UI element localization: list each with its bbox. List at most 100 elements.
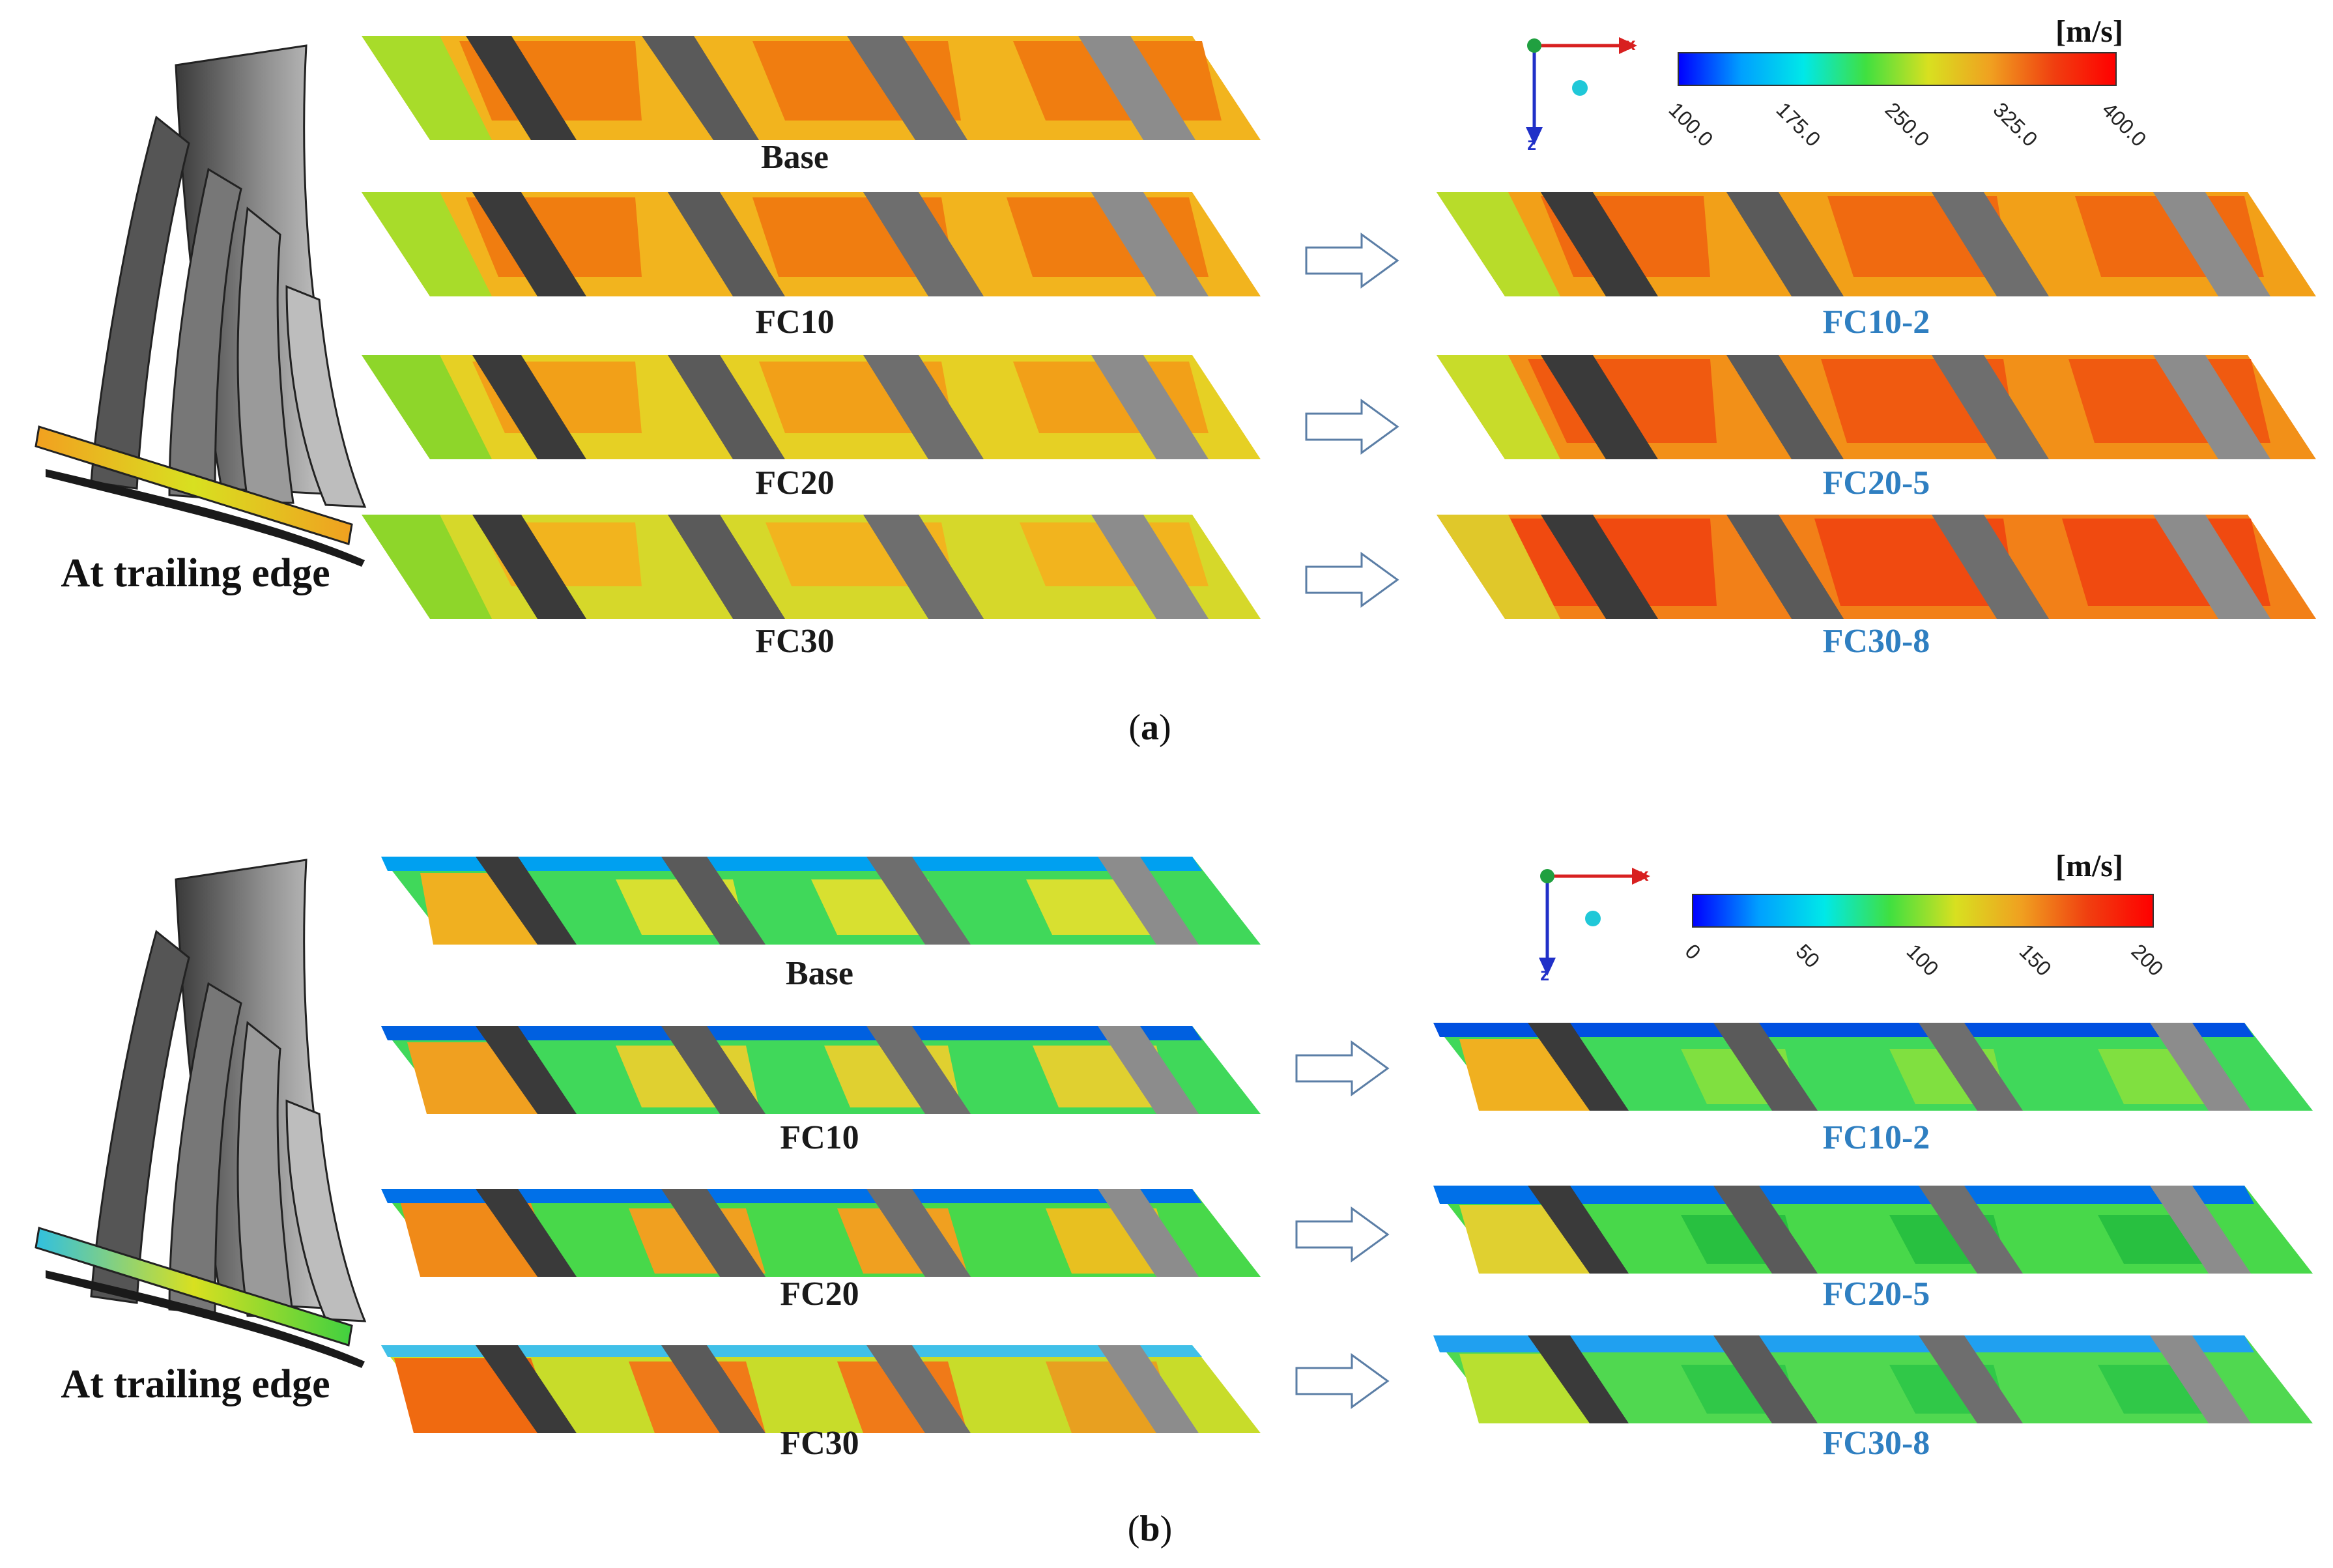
row-label-fc30-a: FC30 (755, 623, 835, 660)
axis-z-label: z (1527, 134, 1536, 154)
row-label-fc10-a: FC10 (755, 304, 835, 341)
contour-base-b (381, 857, 1261, 945)
row-label-fc30-8-b: FC30-8 (1822, 1425, 1930, 1462)
blade-section (1098, 857, 1199, 945)
colorbar-tick: 50 (1791, 939, 1825, 973)
contour-fc30-8-b (1433, 1335, 2313, 1423)
blade-section (668, 192, 785, 296)
blade-section (2153, 515, 2270, 619)
contour-fc20-b (381, 1189, 1261, 1277)
row-label-fc30-8-a: FC30-8 (1822, 623, 1930, 660)
blade-section (1932, 515, 2049, 619)
row-label-base-a: Base (761, 139, 829, 176)
row-label-fc10-2-b: FC10-2 (1822, 1119, 1930, 1156)
blade-section (2150, 1023, 2251, 1111)
axis-x-label: x (1625, 34, 1636, 54)
colorbar-tick: 250.0 (1880, 98, 1934, 152)
blade-section (476, 857, 577, 945)
blade-section (1932, 355, 2049, 459)
row-label-fc20-a: FC20 (755, 464, 835, 502)
blade-section (1098, 1026, 1199, 1114)
contour-fc20-5-a (1437, 355, 2316, 459)
blade-section (1726, 192, 1844, 296)
contour-fc10-a (362, 192, 1261, 296)
blade-section (1091, 192, 1209, 296)
blade-section (866, 1189, 971, 1277)
colorbar-tick: 100.0 (1664, 98, 1718, 152)
row-label-fc20-b: FC20 (780, 1276, 859, 1313)
axis-z-label: z (1540, 964, 1549, 984)
trailing-edge-label-a: At trailing edge (61, 551, 330, 595)
blade-section (642, 36, 759, 140)
blade-section (1919, 1335, 2023, 1423)
blade-section (1541, 355, 1658, 459)
blade-section (668, 515, 785, 619)
row-label-fc10-2-a: FC10-2 (1822, 304, 1930, 341)
blade-section (661, 1345, 766, 1433)
blade-section (1078, 36, 1195, 140)
contour-fc10-b (381, 1026, 1261, 1114)
blade-illustration-b (35, 859, 367, 1368)
blade-section (476, 1345, 577, 1433)
blade-section (2153, 355, 2270, 459)
contour-fc10-2-a (1437, 192, 2316, 296)
blade-section (2153, 192, 2270, 296)
blade-section (1528, 1335, 1629, 1423)
blade-section (466, 36, 577, 140)
blade-section (1919, 1186, 2023, 1274)
blade-section (1713, 1335, 1818, 1423)
blade-section (863, 192, 984, 296)
blade-section (1091, 355, 1209, 459)
blade-section (863, 355, 984, 459)
row-label-fc20-5-a: FC20-5 (1822, 464, 1930, 502)
blade-section (1932, 192, 2049, 296)
blade-section (2150, 1335, 2251, 1423)
trailing-edge-label-b: At trailing edge (61, 1362, 330, 1406)
blade-section (863, 515, 984, 619)
arrow-right-icon (1295, 1353, 1390, 1409)
blade-section (1726, 515, 1844, 619)
blade-section (1528, 1023, 1629, 1111)
blade-section (668, 355, 785, 459)
row-label-fc30-b: FC30 (780, 1425, 859, 1462)
blade-section (1713, 1023, 1818, 1111)
blade-section (1091, 515, 1209, 619)
colorbar-tick: 175.0 (1771, 98, 1825, 152)
contour-base-a (362, 36, 1261, 140)
blade-section (661, 857, 766, 945)
arrow-right-icon (1295, 1040, 1390, 1096)
blade-section (1098, 1345, 1199, 1433)
blade-section (476, 1189, 577, 1277)
blade-section (866, 857, 971, 945)
blade-section (1919, 1023, 2023, 1111)
arrow-right-icon (1305, 552, 1399, 608)
contour-fc10-2-b (1433, 1023, 2313, 1111)
colorbar-b (1692, 894, 2154, 928)
blade-section (472, 515, 586, 619)
blade-section (866, 1345, 971, 1433)
blade-section (866, 1026, 971, 1114)
blade-section (1713, 1186, 1818, 1274)
caption-b: (b) (1127, 1509, 1173, 1549)
contour-fc30-a (362, 515, 1261, 619)
blade-section (472, 192, 586, 296)
blade-section (1098, 1189, 1199, 1277)
blade-section (1541, 515, 1658, 619)
colorbar-unit-a: [m/s] (2055, 14, 2123, 49)
arrow-right-icon (1305, 233, 1399, 289)
blade-section (472, 355, 586, 459)
arrow-right-icon (1295, 1206, 1390, 1262)
colorbar-tick: 150 (2014, 939, 2056, 981)
blade-section (661, 1189, 766, 1277)
colorbar-unit-b: [m/s] (2055, 849, 2123, 883)
blade-section (661, 1026, 766, 1114)
axis-triad-icon (1526, 37, 1637, 145)
colorbar-tick: 100 (1902, 939, 1943, 981)
axis-x-label: x (1639, 864, 1649, 885)
contour-fc30-b (381, 1345, 1261, 1433)
colorbar-a (1678, 52, 2117, 86)
blade-section (1528, 1186, 1629, 1274)
blade-section (1726, 355, 1844, 459)
blade-section (1541, 192, 1658, 296)
blade-section (847, 36, 967, 140)
